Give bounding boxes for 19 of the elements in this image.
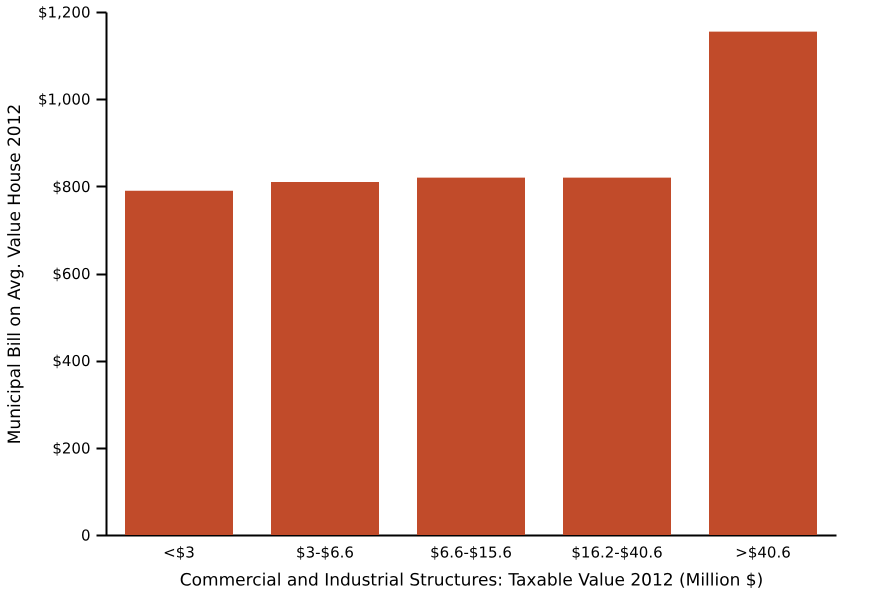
bar (125, 190, 233, 535)
x-tick-label: <$3 (163, 544, 195, 562)
y-tick-label: $1,000 (38, 90, 90, 109)
bar (709, 32, 817, 535)
y-tick-label: $800 (52, 178, 90, 196)
x-axis-title: Commercial and Industrial Structures: Taxable Value 2012 (Million $) (180, 570, 764, 590)
bar (563, 178, 671, 535)
bar (271, 182, 379, 535)
y-tick-label: $200 (52, 439, 90, 458)
y-tick-label: $600 (52, 265, 90, 283)
y-axis-title: Municipal Bill on Avg. Value House 2012 (5, 104, 26, 444)
x-tick-label: >$40.6 (735, 544, 791, 562)
y-tick-label: $400 (52, 352, 90, 370)
bar (417, 178, 525, 535)
x-tick-label: $3-$6.6 (296, 544, 354, 562)
y-tick-label: 0 (80, 526, 90, 544)
y-tick-label: $1,200 (38, 4, 90, 22)
x-tick-label: $16.2-$40.6 (571, 544, 663, 562)
x-tick-label: $6.6-$15.6 (430, 544, 512, 562)
